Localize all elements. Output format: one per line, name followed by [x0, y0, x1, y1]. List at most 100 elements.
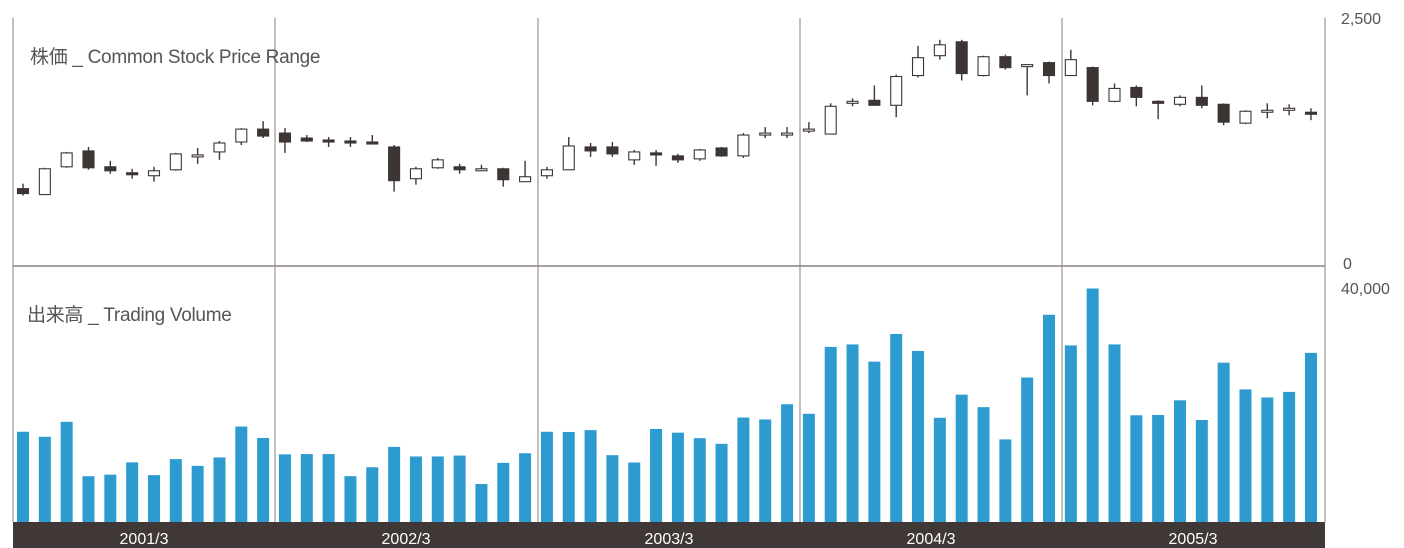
volume-bar — [1152, 415, 1164, 522]
volume-bar — [999, 439, 1011, 522]
volume-bar — [17, 432, 29, 522]
candle-body-down — [105, 167, 116, 171]
candle-body-down — [498, 169, 509, 180]
year-label-2003: 2003/3 — [645, 531, 694, 548]
candle — [978, 56, 989, 77]
candle-body-up — [192, 155, 203, 157]
candle — [847, 98, 858, 106]
volume-bar — [956, 395, 968, 522]
candle — [651, 150, 662, 166]
volume-panel-title: 出来高 _ Trading Volume — [27, 304, 232, 326]
candle — [541, 167, 552, 179]
candle-body-up — [148, 171, 159, 176]
volume-bar — [1196, 420, 1208, 522]
volume-bar — [519, 453, 531, 522]
candle-body-up — [61, 153, 72, 167]
candle — [105, 161, 116, 174]
volume-bar — [1021, 378, 1033, 522]
candle — [432, 158, 443, 169]
candle-body-up — [563, 146, 574, 170]
candle-body-up — [410, 169, 421, 179]
candle-body-down — [367, 142, 378, 144]
candle-body-down — [389, 147, 400, 181]
volume-bar — [847, 344, 859, 522]
candle — [498, 168, 509, 187]
candle-body-down — [1305, 112, 1316, 114]
candle-body-up — [847, 101, 858, 103]
candle-body-up — [432, 160, 443, 168]
volume-bar — [978, 407, 990, 522]
volume-axis-max-label: 40,000 — [1341, 281, 1390, 298]
year-label-2005: 2005/3 — [1169, 531, 1218, 548]
candle — [1196, 85, 1207, 108]
candle — [192, 148, 203, 164]
volume-bar — [606, 455, 618, 522]
chart-frame — [13, 18, 1325, 522]
candle — [148, 167, 159, 182]
price-panel-title: 株価 _ Common Stock Price Range — [30, 46, 320, 68]
volume-bar — [1109, 344, 1121, 522]
candle — [367, 135, 378, 144]
volume-bar — [39, 437, 51, 522]
volume-bar — [279, 454, 291, 522]
year-label-2002: 2002/3 — [382, 531, 431, 548]
price-axis-max-label: 2,500 — [1341, 11, 1381, 28]
candle — [258, 121, 269, 138]
candle — [1284, 104, 1295, 115]
candle — [607, 142, 618, 157]
candle-body-down — [607, 147, 618, 154]
volume-bar — [257, 438, 269, 522]
volume-bar — [563, 432, 575, 522]
volume-bar — [934, 418, 946, 522]
candle-body-down — [1087, 68, 1098, 102]
candle-body-up — [170, 154, 181, 170]
candle — [1022, 65, 1033, 96]
candle-body-up — [760, 133, 771, 135]
volume-bar — [672, 433, 684, 522]
volume-bar — [868, 362, 880, 522]
candle-body-down — [279, 133, 290, 142]
candle-body-down — [258, 129, 269, 136]
candle-body-down — [1044, 63, 1055, 76]
candle — [803, 122, 814, 133]
volume-bar — [301, 454, 313, 522]
volume-bar — [148, 475, 160, 522]
candle — [170, 153, 181, 171]
candle — [738, 133, 749, 158]
volume-bar — [170, 459, 182, 522]
candle-body-down — [301, 138, 312, 141]
year-label-2004: 2004/3 — [907, 531, 956, 548]
volume-bar — [650, 429, 662, 522]
candle — [236, 128, 247, 145]
candle — [410, 167, 421, 185]
candle — [61, 152, 72, 168]
volume-bar — [694, 438, 706, 522]
candle-body-up — [236, 129, 247, 142]
candle-body-up — [520, 177, 531, 182]
candle-body-up — [738, 135, 749, 156]
volume-bar — [475, 484, 487, 522]
volume-bar — [737, 418, 749, 522]
candle-body-down — [1131, 87, 1142, 97]
volume-bar — [1087, 288, 1099, 522]
volume-bar — [1174, 400, 1186, 522]
candle — [869, 85, 880, 105]
candle-body-down — [1218, 104, 1229, 122]
candle — [956, 40, 967, 81]
volume-bar — [104, 475, 116, 522]
candle — [454, 164, 465, 174]
candle-body-up — [1284, 108, 1295, 110]
candle — [716, 147, 727, 157]
candle-body-up — [629, 152, 640, 160]
volume-bar — [759, 419, 771, 522]
candle-body-up — [825, 106, 836, 134]
candle — [1065, 50, 1076, 76]
volume-bar — [1043, 315, 1055, 522]
volume-bar — [323, 454, 335, 522]
candle-body-up — [913, 58, 924, 76]
candle-body-down — [127, 173, 138, 175]
candle — [934, 40, 945, 60]
volume-bar — [716, 444, 728, 522]
candle-body-down — [651, 153, 662, 155]
